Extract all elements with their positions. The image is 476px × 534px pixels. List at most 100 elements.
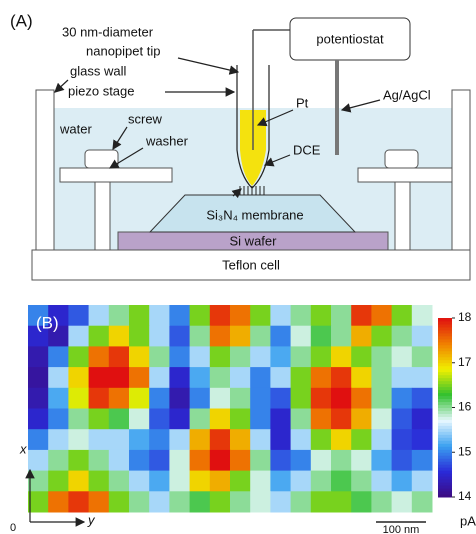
screw	[385, 150, 418, 168]
heatmap-cell	[169, 429, 190, 450]
heatmap-cell	[291, 326, 312, 347]
label: piezo stage	[68, 83, 135, 98]
heatmap-cell	[412, 305, 433, 326]
heatmap-cell	[270, 409, 291, 430]
heatmap-cell	[371, 471, 392, 492]
colorbar-segment	[438, 491, 452, 494]
label: Ag/AgCl	[383, 87, 431, 102]
heatmap-cell	[392, 326, 413, 347]
heatmap-cell	[250, 305, 271, 326]
label: DCE	[293, 142, 321, 157]
heatmap-cell	[250, 491, 271, 512]
label: nanopipet tip	[86, 43, 160, 58]
heatmap-cell	[250, 450, 271, 471]
heatmap-cell	[210, 429, 231, 450]
heatmap-cell	[89, 429, 110, 450]
heatmap-cell	[109, 450, 130, 471]
heatmap-cell	[270, 326, 291, 347]
colorbar-segment	[438, 336, 452, 339]
colorbar-segment	[438, 458, 452, 461]
label: glass wall	[70, 63, 126, 78]
label: potentiostat	[316, 31, 384, 46]
heatmap-cell	[129, 367, 150, 388]
heatmap-cell	[190, 326, 211, 347]
heatmap-cell	[28, 346, 49, 367]
stage-leg	[395, 182, 410, 250]
colorbar-segment	[438, 357, 452, 360]
colorbar-segment	[438, 369, 452, 372]
heatmap-cell	[331, 409, 352, 430]
heatmap-cell	[149, 409, 170, 430]
heatmap-cell	[291, 409, 312, 430]
colorbar-tick-label: 15	[458, 444, 472, 458]
heatmap-cell	[129, 471, 150, 492]
scale-bar-label: 100 nm	[383, 524, 420, 534]
heatmap-cell	[412, 409, 433, 430]
colorbar-label: pA	[460, 513, 476, 528]
heatmap-cell	[250, 409, 271, 430]
heatmap-cell	[311, 409, 332, 430]
colorbar-segment	[438, 408, 452, 411]
colorbar-tick-label: 17	[458, 355, 472, 369]
heatmap-cell	[210, 409, 231, 430]
heatmap-cell	[48, 346, 69, 367]
colorbar-segment	[438, 476, 452, 479]
colorbar-segment	[438, 354, 452, 357]
heatmap-cell	[68, 491, 89, 512]
axis-label: y	[87, 512, 96, 527]
heatmap-cell	[210, 346, 231, 367]
heatmap-cell	[392, 346, 413, 367]
heatmap-cell	[190, 491, 211, 512]
heatmap-cell	[230, 346, 251, 367]
heatmap-cell	[109, 388, 130, 409]
heatmap-cell	[371, 326, 392, 347]
colorbar-tick-label: 18	[458, 310, 472, 324]
colorbar-segment	[438, 434, 452, 437]
heatmap-cell	[169, 346, 190, 367]
colorbar-segment	[438, 437, 452, 440]
heatmap-cell	[291, 450, 312, 471]
heatmap-cell	[169, 367, 190, 388]
colorbar-segment	[438, 405, 452, 408]
heatmap-cell	[109, 409, 130, 430]
colorbar-segment	[438, 378, 452, 381]
heatmap-cell	[169, 305, 190, 326]
colorbar-segment	[438, 375, 452, 378]
heatmap-cell	[149, 388, 170, 409]
heatmap-cell	[230, 326, 251, 347]
heatmap-cell	[129, 491, 150, 512]
axis-label: x	[19, 441, 27, 456]
heatmap-cell	[169, 491, 190, 512]
heatmap-cell	[169, 450, 190, 471]
washer	[60, 168, 172, 182]
label: 30 nm-diameter	[62, 24, 154, 39]
label: Si₃N₄ membrane	[206, 207, 303, 222]
heatmap-cell	[371, 388, 392, 409]
heatmap-cell	[109, 491, 130, 512]
heatmap-cell	[311, 471, 332, 492]
colorbar-segment	[438, 473, 452, 476]
heatmap-cell	[331, 305, 352, 326]
heatmap-cell	[392, 305, 413, 326]
heatmap-cell	[291, 367, 312, 388]
colorbar-segment	[438, 428, 452, 431]
heatmap-cell	[89, 471, 110, 492]
colorbar-segment	[438, 396, 452, 399]
heatmap-cell	[89, 409, 110, 430]
heatmap-cell	[371, 346, 392, 367]
colorbar-segment	[438, 416, 452, 419]
heatmap-cell	[210, 326, 231, 347]
colorbar-segment	[438, 452, 452, 455]
heatmap-cell	[230, 409, 251, 430]
colorbar-segment	[438, 488, 452, 491]
colorbar-tick-label: 16	[458, 400, 472, 414]
heatmap-cell	[149, 429, 170, 450]
heatmap-cell	[250, 326, 271, 347]
colorbar-segment	[438, 318, 452, 321]
heatmap-cell	[392, 409, 413, 430]
colorbar-tick-label: 14	[458, 489, 472, 503]
washer	[358, 168, 452, 182]
heatmap-cell	[230, 367, 251, 388]
colorbar-segment	[438, 399, 452, 402]
heatmap-cell	[28, 409, 49, 430]
